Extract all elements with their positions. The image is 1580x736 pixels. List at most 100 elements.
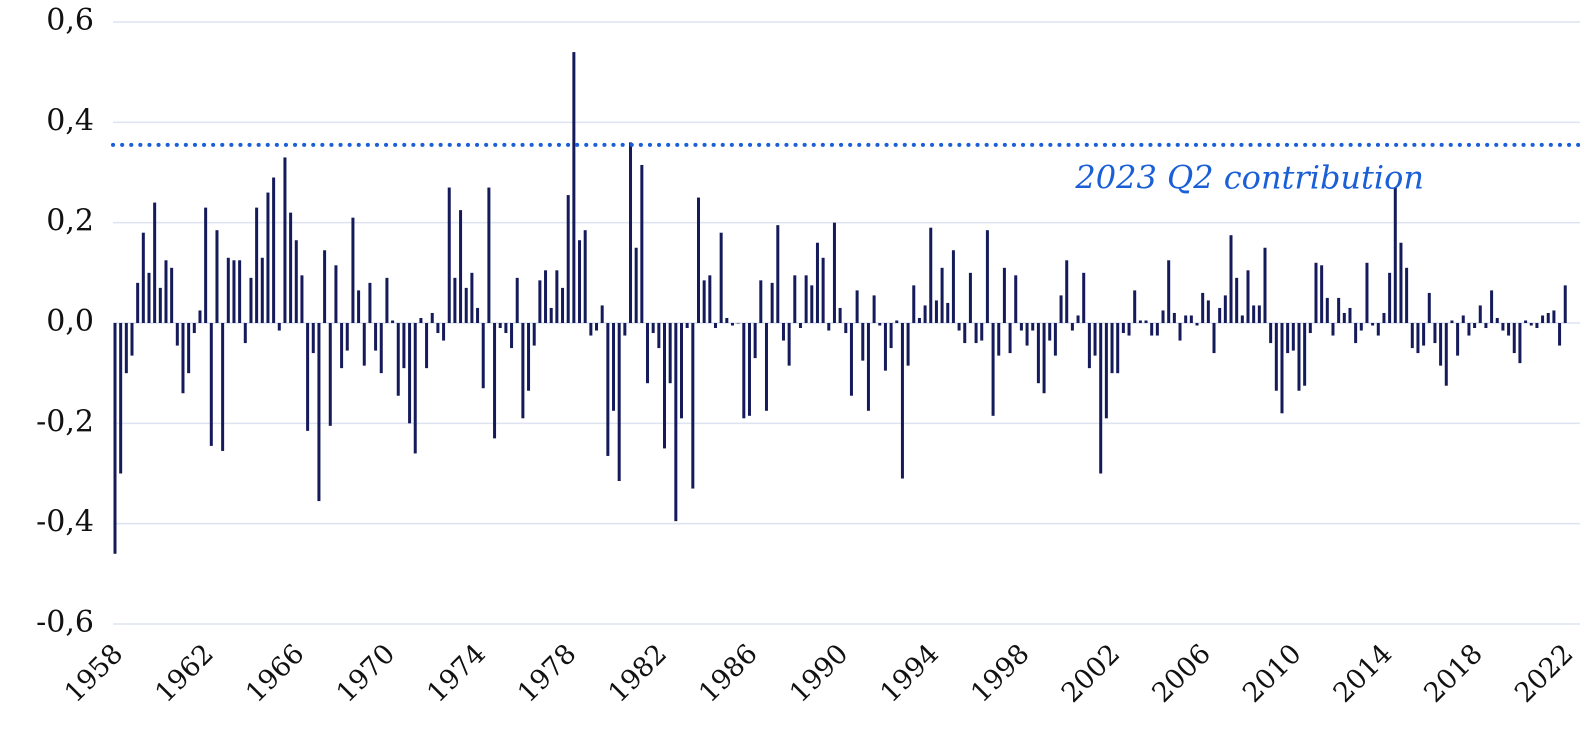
bar — [1144, 320, 1148, 323]
bar — [164, 260, 168, 323]
bar — [572, 52, 576, 323]
bar — [1512, 323, 1516, 354]
bar — [663, 323, 667, 449]
bar — [317, 323, 321, 502]
bar — [606, 323, 610, 456]
bar — [1280, 323, 1284, 414]
bar — [1399, 242, 1403, 323]
bar — [781, 323, 785, 341]
bar — [1546, 312, 1550, 323]
bar — [1297, 323, 1301, 391]
bar — [889, 323, 893, 349]
bar — [1484, 323, 1488, 329]
bar — [1518, 323, 1522, 364]
bar — [951, 250, 955, 323]
bar — [1495, 317, 1499, 323]
bar — [549, 307, 553, 323]
bar — [1354, 323, 1358, 344]
bar — [1541, 315, 1545, 323]
bar — [136, 282, 140, 323]
bar — [1257, 305, 1261, 323]
bar — [226, 257, 230, 323]
bar — [385, 277, 389, 323]
bar — [1473, 323, 1477, 329]
bar — [521, 323, 525, 419]
bar — [238, 260, 242, 323]
bar — [974, 323, 978, 344]
bar — [1286, 323, 1290, 354]
bar — [634, 247, 638, 323]
bar — [821, 257, 825, 323]
bar — [498, 323, 502, 329]
bar — [861, 323, 865, 361]
x-tick-label: 1962 — [149, 638, 220, 709]
bar — [368, 282, 372, 323]
bar — [923, 305, 927, 323]
x-tick-label: 2006 — [1146, 638, 1217, 709]
x-tick-label: 1958 — [59, 638, 130, 709]
bar — [351, 217, 355, 323]
bar — [776, 225, 780, 323]
x-tick-label: 1974 — [421, 638, 492, 709]
bar — [277, 323, 281, 331]
bar — [1161, 310, 1165, 323]
bar — [345, 323, 349, 351]
bar — [566, 195, 570, 323]
bar — [1093, 323, 1097, 356]
bar — [1150, 323, 1154, 336]
x-tick-label: 1966 — [240, 638, 311, 709]
bar — [900, 323, 904, 479]
bar — [1036, 323, 1040, 384]
bar — [153, 202, 157, 323]
bar — [294, 240, 298, 323]
bar — [804, 275, 808, 323]
bar — [419, 317, 423, 323]
bar — [470, 272, 474, 323]
bar — [980, 323, 984, 341]
bar — [946, 302, 950, 323]
bar — [1014, 275, 1018, 323]
bar — [1558, 323, 1562, 346]
x-tick-label: 2010 — [1237, 638, 1308, 709]
bar — [617, 323, 621, 482]
bar — [1314, 262, 1318, 323]
bar — [1138, 320, 1142, 323]
bar — [447, 187, 451, 323]
bar — [674, 323, 678, 522]
bar — [1388, 272, 1392, 323]
bar — [1155, 323, 1159, 336]
y-tick-label: -0,6 — [36, 605, 94, 640]
bar — [1331, 323, 1335, 336]
bar — [487, 187, 491, 323]
bar — [1308, 323, 1312, 334]
bar — [583, 230, 587, 323]
bar — [1031, 323, 1035, 331]
bar — [929, 227, 933, 323]
bar — [883, 323, 887, 371]
bar — [844, 323, 848, 334]
bar — [459, 210, 463, 323]
bar — [266, 192, 270, 323]
bar — [651, 323, 655, 334]
bar — [1427, 292, 1431, 323]
bar — [855, 290, 859, 323]
bar — [408, 323, 412, 424]
bar — [810, 285, 814, 323]
bar — [198, 310, 202, 323]
bar — [985, 230, 989, 323]
bar — [532, 323, 536, 346]
bar — [997, 323, 1001, 356]
bar — [544, 270, 548, 323]
bar — [600, 305, 604, 323]
bar — [1433, 323, 1437, 344]
bar — [243, 323, 247, 344]
bar — [1070, 323, 1074, 331]
bar — [736, 323, 740, 324]
bar — [1410, 323, 1414, 349]
bar — [696, 197, 700, 323]
bar — [141, 232, 145, 323]
bar — [413, 323, 417, 454]
bar — [334, 265, 338, 323]
bar — [1252, 305, 1256, 323]
bar — [1563, 285, 1567, 323]
